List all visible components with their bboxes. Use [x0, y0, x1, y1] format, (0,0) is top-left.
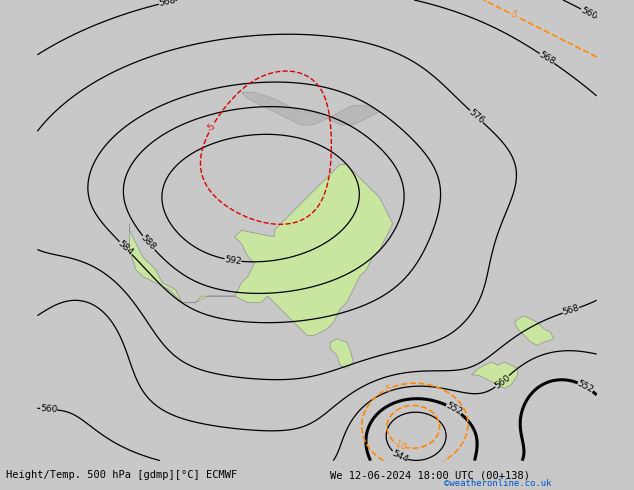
Text: -10: -10	[392, 438, 408, 452]
Text: We 12-06-2024 18:00 UTC (00+138): We 12-06-2024 18:00 UTC (00+138)	[330, 470, 529, 480]
Text: 544: 544	[390, 448, 409, 464]
Text: ©weatheronline.co.uk: ©weatheronline.co.uk	[444, 479, 552, 488]
Polygon shape	[472, 362, 518, 388]
Polygon shape	[129, 165, 392, 336]
Text: -5: -5	[508, 9, 519, 21]
Text: 576: 576	[467, 107, 486, 125]
Text: 568: 568	[158, 0, 176, 8]
Text: 568: 568	[537, 50, 557, 67]
Polygon shape	[330, 339, 353, 368]
Text: 560: 560	[579, 5, 598, 21]
Polygon shape	[242, 92, 380, 125]
Text: Height/Temp. 500 hPa [gdmp][°C] ECMWF: Height/Temp. 500 hPa [gdmp][°C] ECMWF	[6, 470, 238, 480]
Text: 552: 552	[576, 379, 595, 394]
Text: 568: 568	[562, 303, 581, 317]
Text: 552: 552	[444, 401, 463, 417]
Text: 560: 560	[40, 404, 58, 415]
Polygon shape	[514, 316, 554, 345]
Text: 588: 588	[139, 234, 158, 252]
Text: -5: -5	[206, 121, 218, 133]
Text: 592: 592	[224, 255, 242, 266]
Text: 560: 560	[493, 373, 512, 390]
Text: -5: -5	[383, 383, 394, 394]
Text: 584: 584	[117, 239, 135, 257]
